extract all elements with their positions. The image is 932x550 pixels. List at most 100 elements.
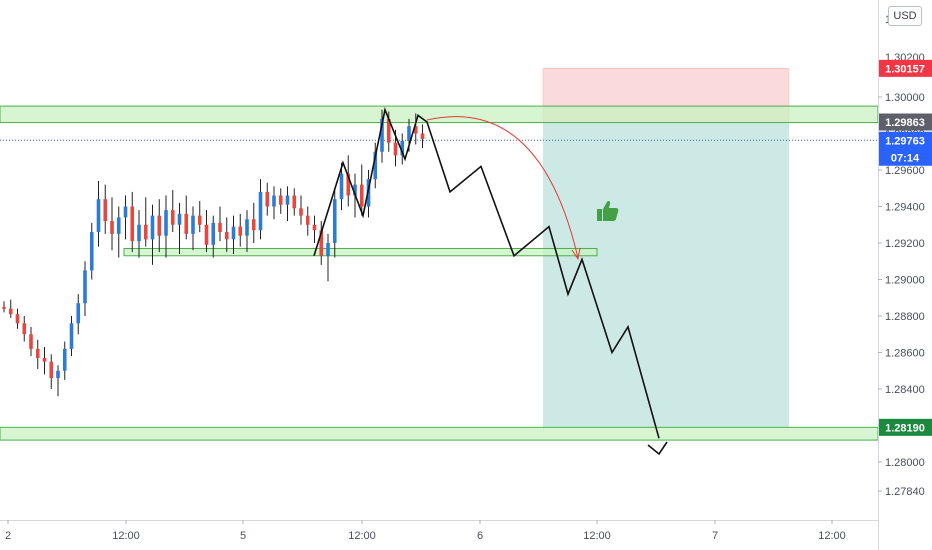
candle-body bbox=[238, 226, 243, 236]
candle-body bbox=[413, 126, 418, 134]
price-tick-label: 1.28800 bbox=[885, 311, 925, 323]
candle-body bbox=[69, 323, 74, 349]
curved-arrow[interactable] bbox=[426, 116, 579, 259]
candle-body bbox=[191, 215, 195, 234]
price-tick-label: 1.27840 bbox=[885, 486, 925, 498]
candle-body bbox=[42, 357, 47, 362]
candle-body bbox=[89, 232, 94, 271]
candle-body bbox=[278, 195, 283, 205]
candles-group bbox=[2, 109, 425, 397]
resistance-price-label: 1.29863 bbox=[879, 113, 932, 131]
time-tick-label: 7 bbox=[712, 530, 718, 542]
bar-countdown-text: 07:14 bbox=[891, 152, 920, 164]
candle-body bbox=[49, 361, 54, 379]
candle-body bbox=[2, 306, 6, 309]
stop-loss-price-text: 1.30157 bbox=[885, 63, 925, 75]
resistance-price-text: 1.29863 bbox=[885, 117, 925, 129]
candle-body bbox=[35, 348, 40, 358]
target-zone-band[interactable] bbox=[0, 426, 879, 441]
candle-body bbox=[170, 210, 175, 225]
candle-body bbox=[251, 219, 256, 231]
candle-body bbox=[245, 219, 249, 236]
stop-loss-price-label: 1.30157 bbox=[879, 59, 932, 77]
time-tick-label: 12:00 bbox=[818, 530, 846, 542]
take-profit-price-label: 1.28190 bbox=[879, 418, 932, 436]
curved-arrow-head bbox=[571, 247, 581, 261]
candle-body bbox=[22, 323, 27, 335]
time-tick-label: 12:00 bbox=[112, 530, 140, 542]
candle-body bbox=[326, 243, 330, 256]
candle-body bbox=[184, 213, 189, 234]
time-tick-label: 5 bbox=[240, 530, 246, 542]
price-tick-label: 1.28400 bbox=[885, 384, 925, 396]
take-profit-zone[interactable] bbox=[543, 122, 789, 428]
time-tick-label: 2 bbox=[5, 530, 11, 542]
candle-body bbox=[420, 133, 425, 139]
price-tick-label: 1.29400 bbox=[885, 202, 925, 214]
price-tick-label: 1.30000 bbox=[885, 92, 925, 104]
candle-body bbox=[285, 195, 290, 205]
time-axis[interactable]: 2 12:00 5 12:00 6 12:00 7 12:00 bbox=[5, 520, 846, 542]
current-price-label: 1.29763 07:14 bbox=[879, 131, 932, 166]
candle-body bbox=[116, 217, 121, 234]
candle-body bbox=[332, 199, 337, 243]
support-zone[interactable] bbox=[123, 247, 598, 257]
candle-body bbox=[157, 215, 162, 236]
time-tick-label: 12:00 bbox=[348, 530, 376, 542]
candle-body bbox=[96, 199, 101, 233]
candle-body bbox=[265, 191, 270, 207]
candle-body bbox=[400, 140, 405, 156]
candle-body bbox=[373, 151, 378, 180]
candle-body bbox=[292, 195, 297, 209]
candle-body bbox=[299, 208, 303, 216]
take-profit-price-text: 1.28190 bbox=[885, 422, 925, 434]
candle-body bbox=[353, 184, 357, 196]
current-price-text: 1.29763 bbox=[885, 135, 925, 147]
candle-body bbox=[386, 118, 391, 143]
candle-body bbox=[177, 213, 182, 225]
currency-button[interactable]: USD bbox=[888, 6, 922, 26]
resistance-zone[interactable] bbox=[0, 105, 879, 124]
candle-body bbox=[62, 348, 67, 371]
thumbs-up-icon bbox=[594, 198, 620, 224]
price-tick-label: 1.28600 bbox=[885, 348, 925, 360]
time-tick-label: 12:00 bbox=[583, 530, 611, 542]
candle-body bbox=[305, 215, 310, 225]
candle-body bbox=[339, 173, 344, 200]
candle-body bbox=[224, 232, 229, 240]
price-tick-label: 1.29000 bbox=[885, 275, 925, 287]
time-tick-label: 6 bbox=[477, 530, 483, 542]
candle-body bbox=[204, 224, 209, 245]
candle-body bbox=[56, 370, 60, 379]
price-tick-label: 1.28000 bbox=[885, 457, 925, 469]
projected-path[interactable] bbox=[313, 107, 660, 439]
candle-body bbox=[164, 210, 168, 236]
candle-body bbox=[218, 222, 222, 233]
candle-body bbox=[407, 126, 411, 141]
price-tick-label: 1.29200 bbox=[885, 238, 925, 250]
candle-body bbox=[211, 222, 216, 245]
candle-body bbox=[8, 308, 13, 315]
price-tick-label: 1.29600 bbox=[885, 165, 925, 177]
candle-body bbox=[272, 195, 276, 207]
candle-body bbox=[103, 199, 108, 222]
candle-body bbox=[197, 215, 202, 225]
candle-body bbox=[130, 206, 135, 242]
candle-body bbox=[110, 221, 114, 234]
candle-body bbox=[123, 206, 128, 218]
candle-body bbox=[150, 215, 155, 240]
candle-body bbox=[76, 303, 81, 324]
candle-body bbox=[359, 184, 364, 207]
candle-body bbox=[231, 226, 236, 240]
candle-body bbox=[346, 173, 351, 196]
candle-body bbox=[380, 118, 384, 152]
candle-body bbox=[143, 224, 148, 240]
candle-body bbox=[83, 270, 87, 304]
candle-body bbox=[137, 224, 141, 242]
candle-body bbox=[15, 314, 20, 324]
candle-body bbox=[29, 334, 33, 349]
candle-body bbox=[319, 230, 324, 256]
candle-body bbox=[258, 191, 263, 231]
